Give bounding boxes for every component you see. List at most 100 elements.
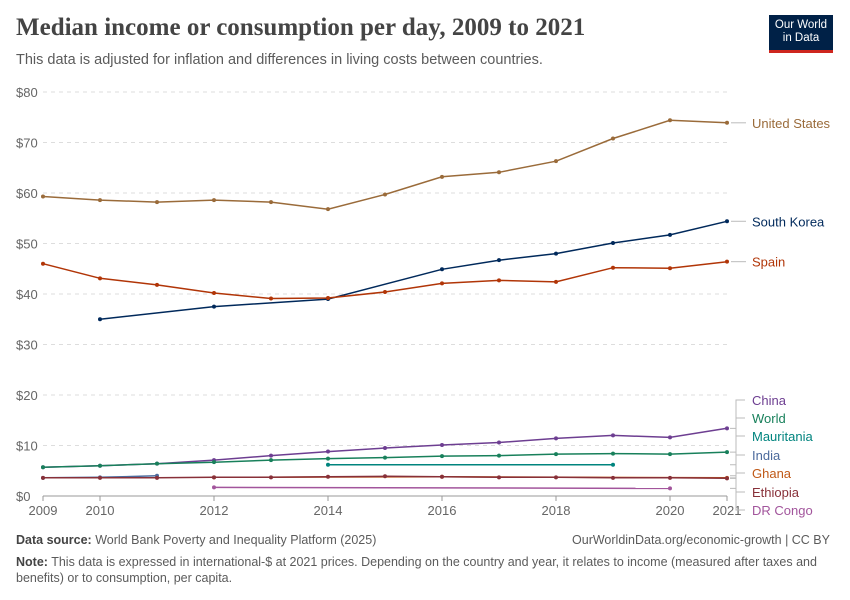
- label-connector: [730, 435, 745, 466]
- series-line-dr-congo[interactable]: [213, 486, 671, 490]
- y-tick-label: $80: [16, 85, 38, 100]
- data-point-dr-congo[interactable]: [212, 485, 216, 490]
- data-point-spain[interactable]: [440, 281, 444, 286]
- data-point-south-korea[interactable]: [497, 258, 501, 263]
- series-lines: [41, 118, 729, 491]
- data-point-spain[interactable]: [212, 290, 216, 295]
- data-point-mauritania[interactable]: [611, 462, 615, 467]
- data-point-ethiopia[interactable]: [611, 475, 615, 480]
- data-point-china[interactable]: [554, 436, 558, 441]
- data-point-ethiopia[interactable]: [497, 475, 501, 480]
- data-point-china[interactable]: [611, 433, 615, 438]
- data-point-world[interactable]: [497, 453, 501, 458]
- data-point-south-korea[interactable]: [98, 317, 102, 322]
- data-point-china[interactable]: [326, 449, 330, 454]
- data-point-spain[interactable]: [611, 265, 615, 270]
- series-line-south-korea[interactable]: [99, 220, 728, 321]
- data-point-world[interactable]: [725, 450, 729, 455]
- data-source-label: Data source:: [16, 533, 92, 547]
- data-point-ethiopia[interactable]: [668, 475, 672, 480]
- data-point-china[interactable]: [383, 446, 387, 451]
- data-point-china[interactable]: [440, 442, 444, 447]
- data-source-text[interactable]: World Bank Poverty and Inequality Platfo…: [95, 533, 377, 547]
- data-point-united-states[interactable]: [326, 207, 330, 212]
- data-point-world[interactable]: [326, 456, 330, 461]
- data-point-ethiopia[interactable]: [41, 475, 45, 480]
- data-point-united-states[interactable]: [725, 120, 729, 125]
- data-point-world[interactable]: [98, 463, 102, 468]
- data-point-south-korea[interactable]: [611, 240, 615, 245]
- series-label-mauritania[interactable]: Mauritania: [752, 429, 813, 444]
- data-point-united-states[interactable]: [668, 118, 672, 123]
- series-label-spain[interactable]: Spain: [752, 255, 785, 270]
- data-point-united-states[interactable]: [98, 198, 102, 203]
- data-point-china[interactable]: [668, 435, 672, 440]
- data-point-ethiopia[interactable]: [212, 475, 216, 480]
- data-point-world[interactable]: [611, 451, 615, 456]
- data-point-ethiopia[interactable]: [155, 475, 159, 480]
- data-point-ethiopia[interactable]: [269, 475, 273, 480]
- data-point-south-korea[interactable]: [554, 251, 558, 256]
- series-label-india[interactable]: India: [752, 448, 781, 463]
- data-point-south-korea[interactable]: [725, 219, 729, 224]
- x-tick-label: 2020: [656, 503, 685, 518]
- data-point-china[interactable]: [497, 440, 501, 445]
- series-label-dr-congo[interactable]: DR Congo: [752, 503, 813, 518]
- data-point-united-states[interactable]: [611, 136, 615, 141]
- data-point-ethiopia[interactable]: [98, 475, 102, 480]
- label-connector: [730, 399, 745, 429]
- data-point-ethiopia[interactable]: [554, 475, 558, 480]
- data-point-world[interactable]: [554, 452, 558, 457]
- data-point-spain[interactable]: [725, 259, 729, 264]
- data-point-united-states[interactable]: [497, 170, 501, 175]
- gridlines: [43, 91, 727, 497]
- series-label-world[interactable]: World: [752, 411, 786, 426]
- data-point-spain[interactable]: [497, 278, 501, 283]
- data-point-spain[interactable]: [269, 296, 273, 301]
- data-point-world[interactable]: [155, 461, 159, 466]
- data-point-united-states[interactable]: [41, 194, 45, 199]
- owid-logo[interactable]: Our World in Data: [769, 15, 833, 53]
- series-label-united-states[interactable]: United States: [752, 116, 831, 131]
- data-point-united-states[interactable]: [269, 200, 273, 205]
- data-point-ethiopia[interactable]: [383, 474, 387, 479]
- data-point-world[interactable]: [212, 460, 216, 465]
- x-tick-label: 2021: [713, 503, 742, 518]
- data-point-spain[interactable]: [98, 276, 102, 281]
- data-point-united-states[interactable]: [212, 198, 216, 203]
- data-point-ethiopia[interactable]: [326, 474, 330, 479]
- data-point-world[interactable]: [440, 454, 444, 459]
- data-point-china[interactable]: [725, 426, 729, 431]
- data-point-world[interactable]: [269, 458, 273, 463]
- data-point-spain[interactable]: [326, 296, 330, 301]
- data-point-ethiopia[interactable]: [725, 476, 729, 481]
- data-point-united-states[interactable]: [155, 200, 159, 205]
- data-point-spain[interactable]: [554, 279, 558, 284]
- data-point-south-korea[interactable]: [212, 304, 216, 309]
- label-connector: [730, 417, 745, 453]
- data-point-united-states[interactable]: [440, 174, 444, 179]
- data-point-dr-congo[interactable]: [668, 486, 672, 491]
- data-point-spain[interactable]: [383, 289, 387, 294]
- series-label-ghana[interactable]: Ghana: [752, 466, 792, 481]
- data-point-south-korea[interactable]: [668, 232, 672, 237]
- data-point-south-korea[interactable]: [440, 267, 444, 272]
- x-tick-label: 2018: [542, 503, 571, 518]
- data-point-mauritania[interactable]: [326, 462, 330, 467]
- series-label-china[interactable]: China: [752, 393, 787, 408]
- series-label-ethiopia[interactable]: Ethiopia: [752, 485, 800, 500]
- data-point-spain[interactable]: [41, 261, 45, 266]
- data-point-united-states[interactable]: [383, 192, 387, 197]
- source-url[interactable]: OurWorldinData.org/economic-growth | CC …: [572, 533, 830, 547]
- data-point-world[interactable]: [41, 465, 45, 470]
- data-point-world[interactable]: [383, 455, 387, 460]
- x-tick-label: 2012: [200, 503, 229, 518]
- data-point-spain[interactable]: [668, 266, 672, 271]
- data-point-spain[interactable]: [155, 282, 159, 287]
- data-point-world[interactable]: [668, 452, 672, 457]
- data-point-ethiopia[interactable]: [440, 474, 444, 479]
- data-point-united-states[interactable]: [554, 159, 558, 164]
- series-label-south-korea[interactable]: South Korea: [752, 214, 825, 229]
- data-point-china[interactable]: [269, 453, 273, 458]
